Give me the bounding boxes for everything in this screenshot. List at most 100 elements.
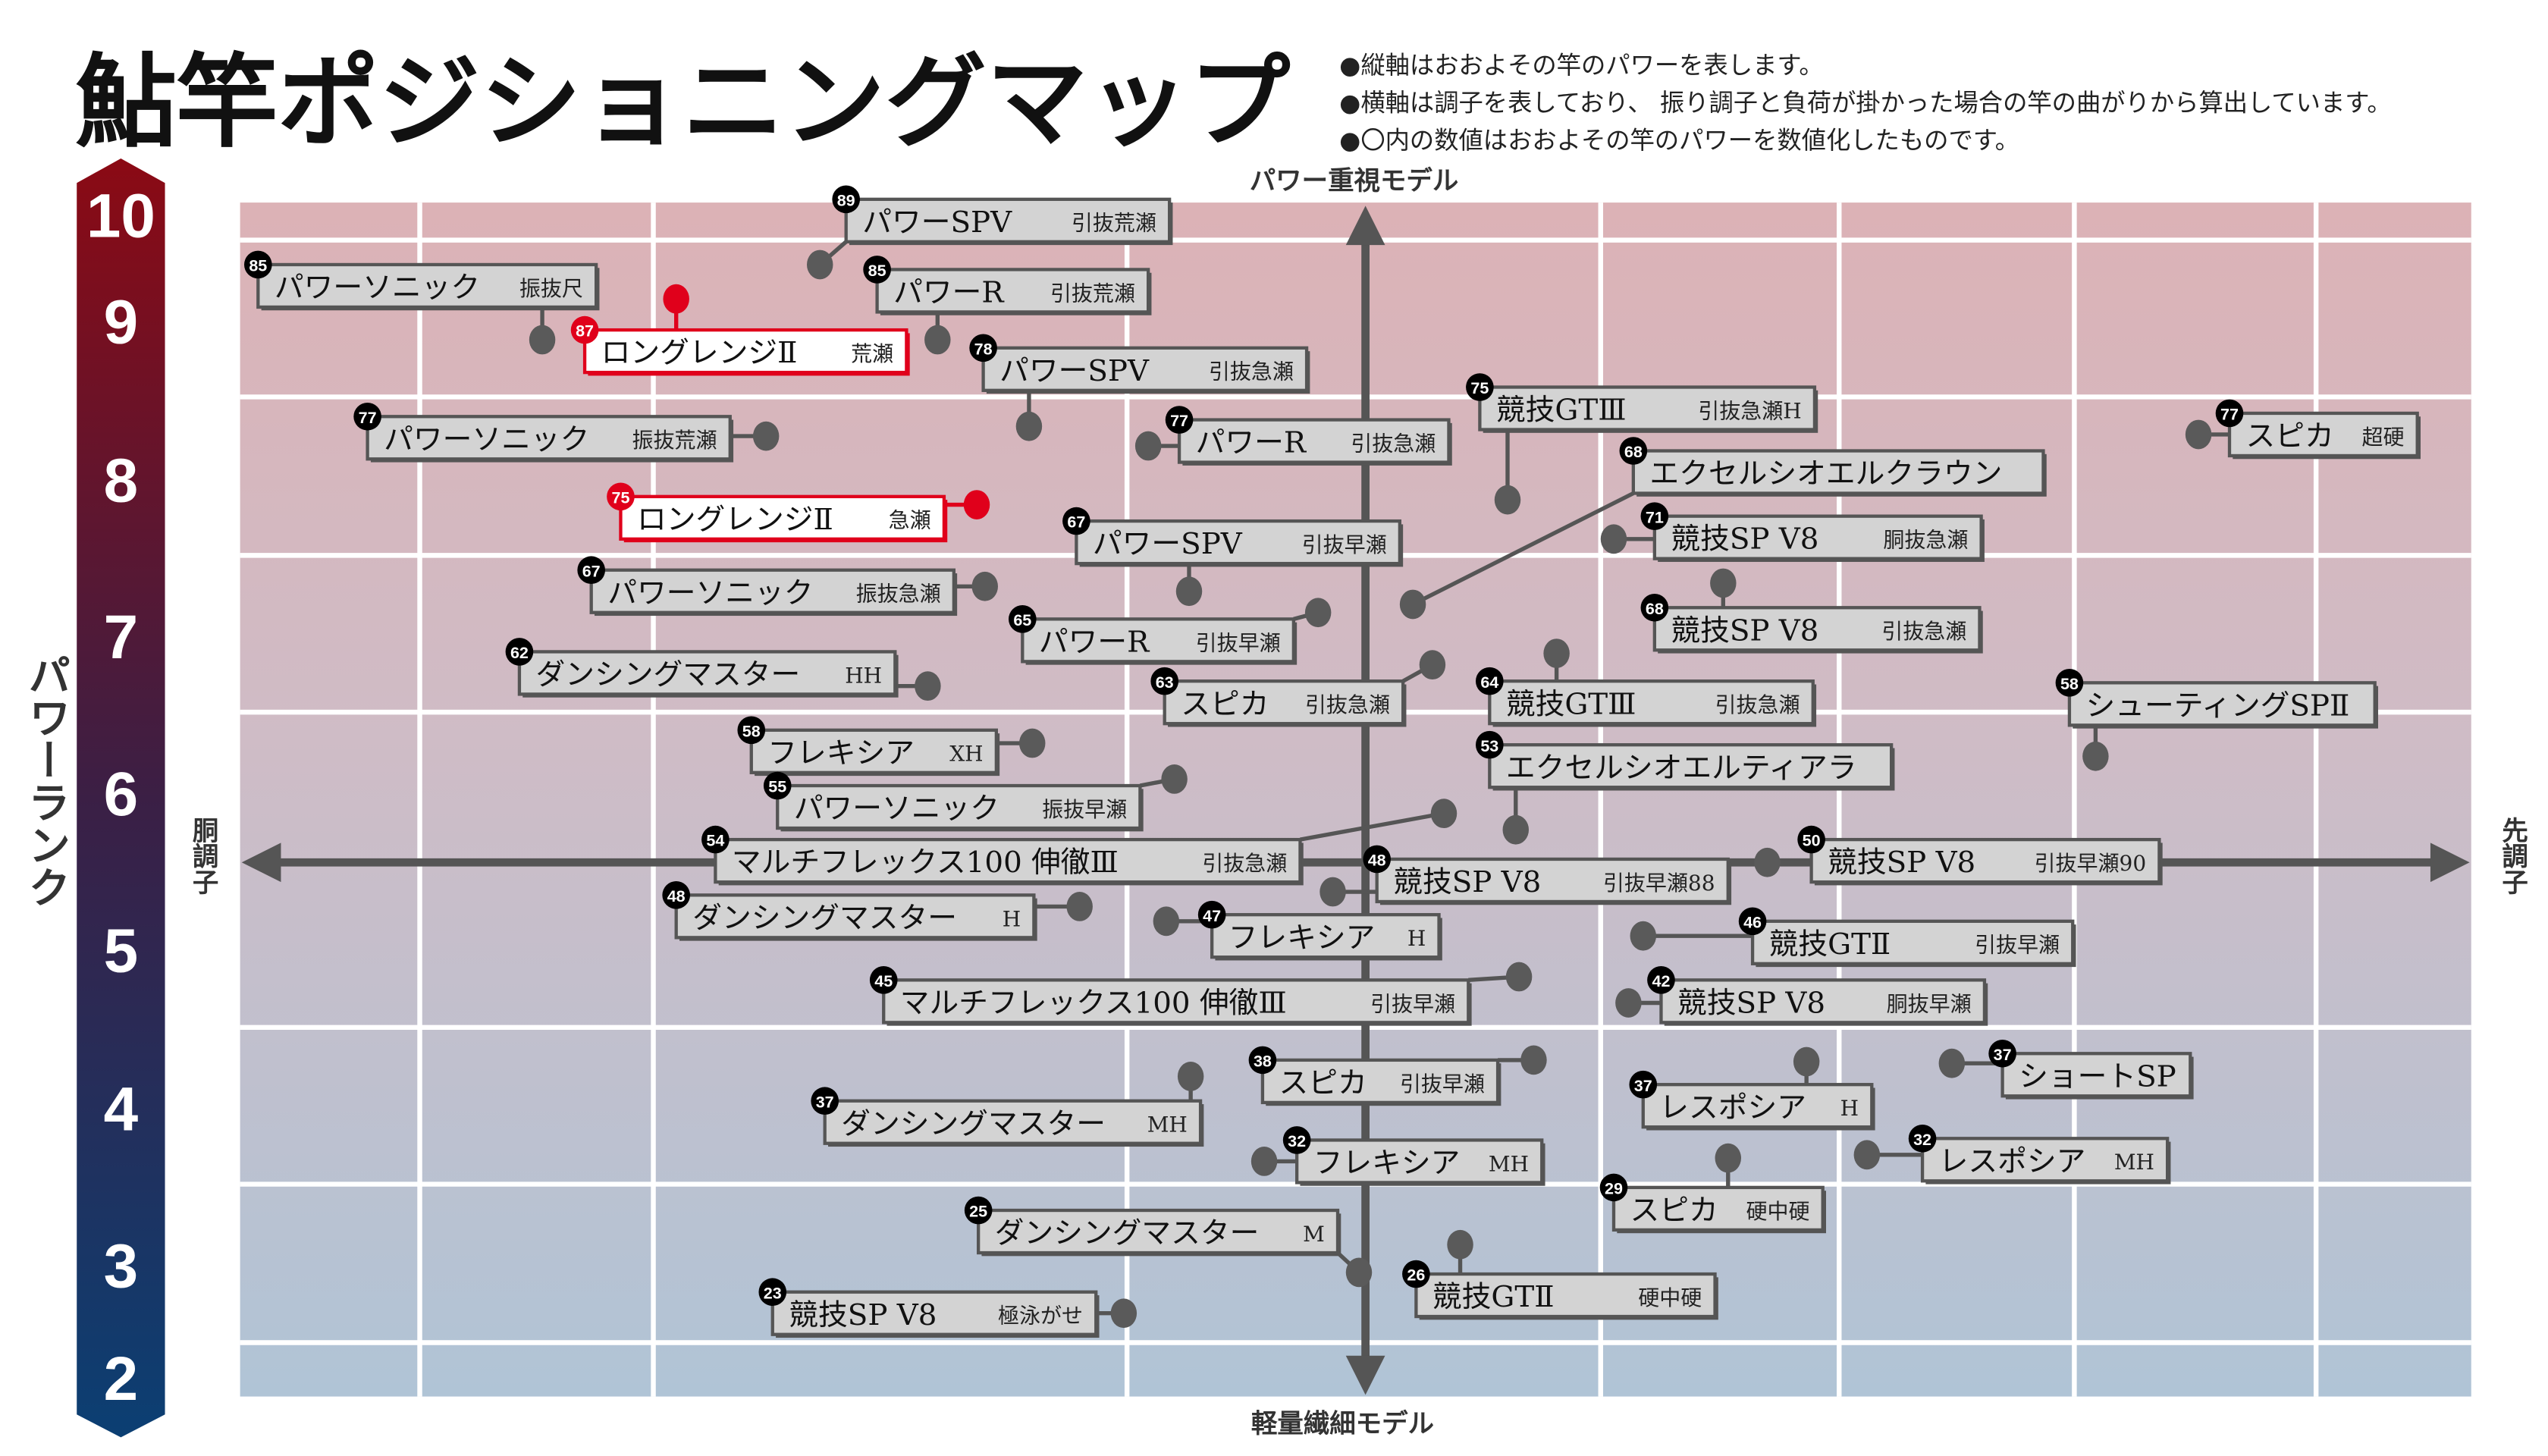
- rod-dot: [1793, 1046, 1820, 1077]
- power-value: 54: [706, 832, 724, 850]
- rod-name: フレキシア: [1228, 921, 1376, 955]
- rod-dot: [1019, 728, 1046, 758]
- rod-item: ダンシングマスター M 25: [964, 1196, 1373, 1288]
- power-value: 67: [582, 562, 601, 580]
- rod-label-box: [2067, 681, 2377, 727]
- rod-label-box: [714, 837, 1302, 884]
- rod-item: パワーR 引抜荒瀬 85: [863, 256, 1152, 355]
- rod-name: パワーSPV: [1093, 527, 1243, 561]
- rod-variant: 振抜尺: [519, 276, 583, 301]
- rod-item: 競技SP V8 引抜早瀬88 48: [1320, 845, 1732, 907]
- power-value: 32: [1288, 1132, 1306, 1150]
- rod-dot: [1710, 568, 1737, 598]
- rod-name: 競技SP V8: [1671, 613, 1818, 648]
- power-value: 62: [510, 644, 529, 662]
- power-badge: [1363, 845, 1391, 874]
- rod-name: 競技GTⅡ: [1769, 927, 1891, 962]
- power-badge: [1009, 605, 1037, 633]
- power-badge: [607, 482, 635, 511]
- rod-name: エクセルシオエルティアラ: [1506, 751, 1857, 785]
- rod-variant: MH: [2114, 1150, 2154, 1175]
- rod-dot: [663, 284, 689, 314]
- rod-item: パワーソニック 振抜荒瀬 77: [353, 402, 780, 463]
- power-value: 37: [816, 1093, 834, 1111]
- power-badge: [969, 334, 997, 362]
- power-badge: [1640, 593, 1669, 622]
- rod-variant: H: [1407, 926, 1426, 951]
- rod-dot: [1494, 485, 1521, 515]
- rod-dot: [1066, 892, 1093, 921]
- power-value: 63: [1156, 673, 1174, 692]
- rod-markers: パワーSPV 引抜荒瀬 89 パワーソニック 振抜尺 85 パワーR 引抜荒瀬 85 ロングレンジ…: [244, 185, 2421, 1338]
- rod-dot: [1520, 1045, 1547, 1075]
- rod-dot: [1175, 576, 1203, 607]
- rod-label-box: [1075, 519, 1401, 566]
- power-value: 75: [611, 488, 629, 507]
- rod-dot: [1304, 598, 1332, 628]
- power-value: 78: [974, 340, 993, 358]
- power-badge: [763, 771, 792, 800]
- rod-variant: MH: [1147, 1112, 1188, 1138]
- rank-tick-10: 10: [86, 181, 155, 250]
- rod-label-box: [1260, 1058, 1500, 1105]
- power-value: 75: [1470, 379, 1489, 397]
- rod-variant: 超硬: [2361, 425, 2404, 450]
- rod-dot: [1447, 1229, 1473, 1260]
- rod-variant: 引抜急瀬: [1881, 619, 1966, 644]
- rod-variant: 引抜急瀬H: [1698, 398, 1801, 423]
- rod-variant: 引抜早瀬: [1196, 630, 1281, 655]
- rod-dot: [2082, 741, 2109, 771]
- note-1: ●縦軸はおおよその竿のパワーを表します。: [1339, 51, 1824, 80]
- rod-name: フレキシア: [1313, 1147, 1461, 1181]
- power-badge: [964, 1196, 993, 1225]
- rank-tick-5: 5: [104, 917, 139, 986]
- power-badge: [1062, 507, 1090, 535]
- power-badge: [863, 256, 891, 284]
- power-value: 37: [1994, 1046, 2012, 1064]
- power-value: 25: [969, 1203, 987, 1221]
- rod-item: パワーソニック 振抜尺 85: [244, 250, 600, 355]
- rod-variant: 引抜急瀬: [1202, 851, 1287, 876]
- rod-label-box: [619, 494, 946, 541]
- rod-label-box: [674, 893, 1036, 940]
- power-badge: [1165, 406, 1194, 434]
- rod-dot: [971, 571, 998, 601]
- power-value: 58: [2060, 675, 2079, 693]
- rod-label-box: [1809, 837, 2161, 884]
- axis-bottom-label: 軽量繊細モデル: [1251, 1409, 1434, 1439]
- rod-item: ショートSP 37: [1938, 1039, 2194, 1100]
- power-value: 55: [768, 778, 786, 796]
- rod-name: ロングレンジⅡ: [601, 336, 798, 370]
- power-badge: [1248, 1046, 1277, 1075]
- rod-item: レスポシア H 37: [1629, 1046, 1875, 1131]
- rod-label-box: [882, 978, 1470, 1025]
- power-badge: [2215, 399, 2244, 428]
- rod-variant: XH: [949, 742, 983, 767]
- rod-name: パワーソニック: [384, 422, 589, 457]
- rod-name: 競技GTⅡ: [1432, 1280, 1555, 1314]
- rod-item: フレキシア H 47: [1153, 900, 1442, 961]
- rod-label-box: [1652, 606, 1982, 652]
- rod-dot: [915, 671, 941, 701]
- rod-dot: [1600, 524, 1627, 554]
- rod-label-box: [875, 268, 1150, 314]
- power-badge: [1282, 1126, 1311, 1154]
- rod-variant: 引抜早瀬90: [2035, 851, 2147, 876]
- rank-tick-2: 2: [104, 1345, 139, 1414]
- rod-item: エクセルシオエルクラウン 68: [1399, 437, 2047, 620]
- rod-variant: 引抜荒瀬: [1050, 281, 1135, 306]
- power-badge: [1476, 730, 1504, 759]
- rod-name: パワーR: [1039, 625, 1150, 659]
- power-value: 29: [1605, 1180, 1623, 1198]
- rod-name: シューティングSPⅡ: [2085, 689, 2349, 723]
- power-badge: [1150, 667, 1178, 695]
- rod-dot: [529, 325, 556, 355]
- rod-variant: 急瀬: [889, 508, 931, 533]
- power-value: 58: [742, 722, 761, 740]
- rod-dot: [1615, 988, 1642, 1018]
- rod-variant: 引抜早瀬: [1302, 532, 1387, 557]
- power-value: 32: [1913, 1131, 1931, 1149]
- power-value: 26: [1407, 1266, 1425, 1285]
- rod-name: ダンシングマスター: [841, 1107, 1106, 1141]
- power-value: 48: [1368, 852, 1386, 870]
